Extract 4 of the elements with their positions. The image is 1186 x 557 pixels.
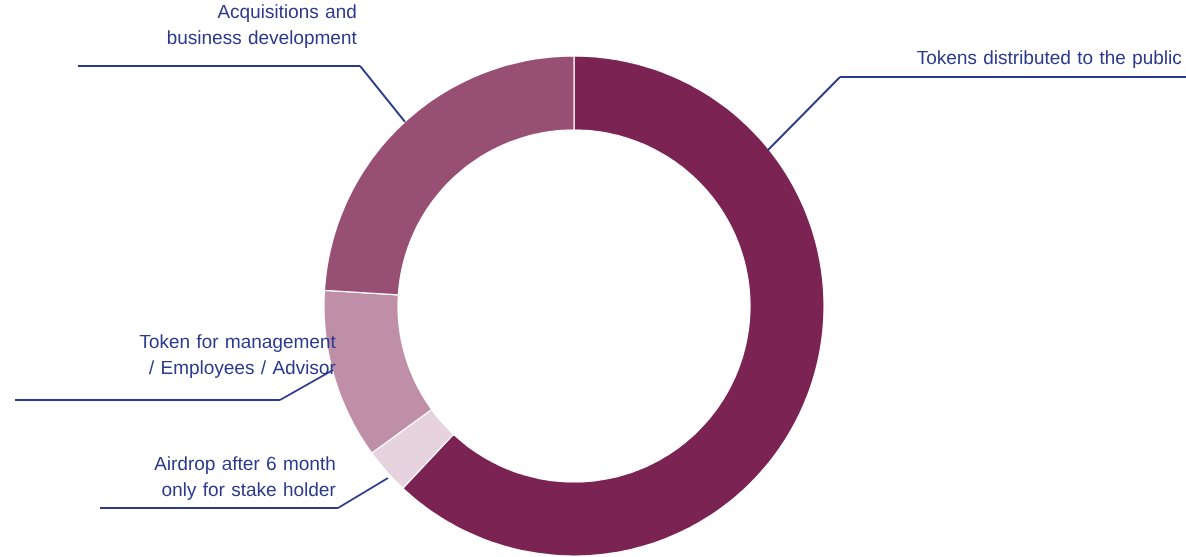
slice-label: Acquisitions and business development — [167, 4, 357, 48]
slice-label: Token for management / Employees / Advisor — [139, 334, 336, 378]
slice-label: Tokens distributed to the public — [917, 50, 1182, 68]
slice-label: Airdrop after 6 month only for stake holder — [154, 456, 336, 500]
